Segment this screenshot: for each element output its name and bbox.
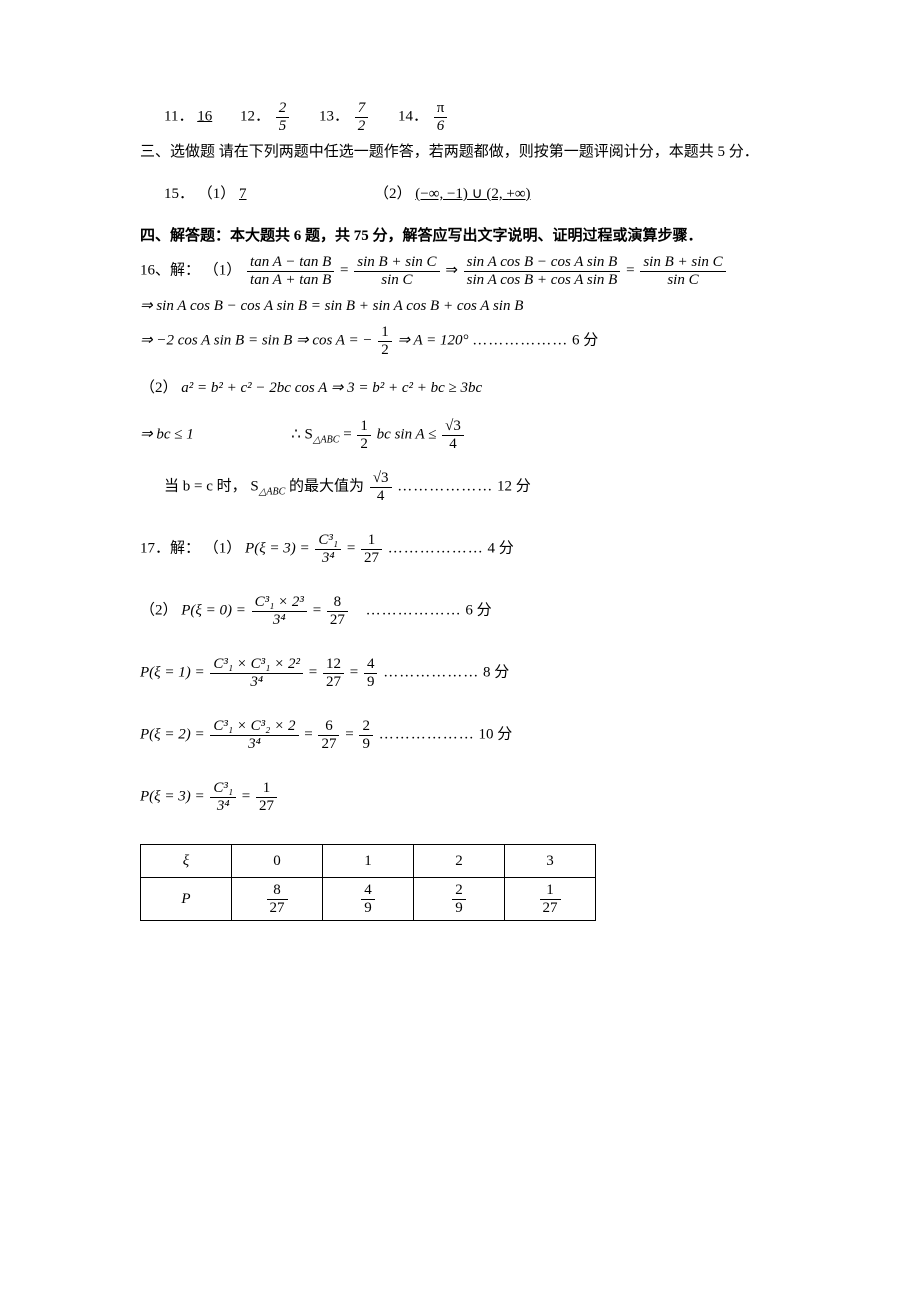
table-value-row: P 827 49 29 127 (141, 878, 596, 921)
q15-p2-label: （2） (374, 186, 412, 202)
q15-p2-answer: (−∞, −1) ∪ (2, +∞) (415, 186, 530, 202)
q16-label: 16、解： (140, 262, 200, 278)
q16-frac4: sin B + sin C sin C (640, 254, 725, 288)
q11-answer: 16 (197, 108, 212, 124)
section-4-heading: 四、解答题：本大题共 6 题，共 75 分，解答应写出文字说明、证明过程或演算步… (140, 224, 780, 248)
q16-step1: 16、解： （1） tan A − tan B tan A + tan B = … (140, 254, 780, 288)
q11-label: 11． (164, 108, 193, 124)
q16-p1-label: （1） (204, 262, 242, 278)
answers-11-14: 11． 16 12． 2 5 13． 7 2 14． π 6 (140, 100, 780, 134)
q13-label: 13． (319, 108, 349, 124)
q17-p1: 17．解： （1） P(ξ = 3) = C³₁ 3⁴ = 1 27 ……………… (140, 532, 780, 566)
q16-p2-line2: ⇒ bc ≤ 1 ∴ S△ABC = 1 2 bc sin A ≤ √3 4 (140, 418, 780, 452)
q17-p3x: P(ξ = 3) = C³₁ 3⁴ = 1 27 (140, 780, 780, 814)
q16-frac1: tan A − tan B tan A + tan B (247, 254, 334, 288)
table-header-row: ξ 0 1 2 3 (141, 845, 596, 878)
section-3-heading: 三、选做题 请在下列两题中任选一题作答，若两题都做，则按第一题评阅计分，本题共 … (140, 140, 780, 164)
q17-p2x: P(ξ = 2) = C³₁ × C³₂ × 2 3⁴ = 6 27 = 2 9… (140, 718, 780, 752)
distribution-table: ξ 0 1 2 3 P 827 49 29 127 (140, 844, 596, 921)
q16-frac2: sin B + sin C sin C (354, 254, 439, 288)
q15-p1-answer: 7 (239, 186, 247, 202)
q13-frac: 7 2 (355, 100, 369, 134)
q15-p1-label: （1） (198, 186, 236, 202)
q17-p0: （2） P(ξ = 0) = C³₁ × 2³ 3⁴ = 8 27 ………………… (140, 594, 780, 628)
q15: 15． （1） 7 （2） (−∞, −1) ∪ (2, +∞) (140, 182, 780, 206)
q16-step2: ⇒ sin A cos B − cos A sin B = sin B + si… (140, 294, 780, 318)
q16-step3: ⇒ −2 cos A sin B = sin B ⇒ cos A = − 1 2… (140, 324, 780, 358)
q17-p1x: P(ξ = 1) = C³₁ × C³₁ × 2² 3⁴ = 12 27 = 4… (140, 656, 780, 690)
q16-frac3: sin A cos B − cos A sin B sin A cos B + … (464, 254, 621, 288)
q14-frac: π 6 (434, 100, 448, 134)
q12-label: 12． (240, 108, 270, 124)
q15-label: 15． (164, 186, 194, 202)
q16-p2-line1: （2） a² = b² + c² − 2bc cos A ⇒ 3 = b² + … (140, 376, 780, 400)
q16-step3-frac: 1 2 (378, 324, 392, 358)
q16-p2-line3: 当 b = c 时， S△ABC 的最大值为 √3 4 ……………… 12 分 (140, 470, 780, 504)
q12-frac: 2 5 (276, 100, 290, 134)
q14-label: 14． (398, 108, 428, 124)
